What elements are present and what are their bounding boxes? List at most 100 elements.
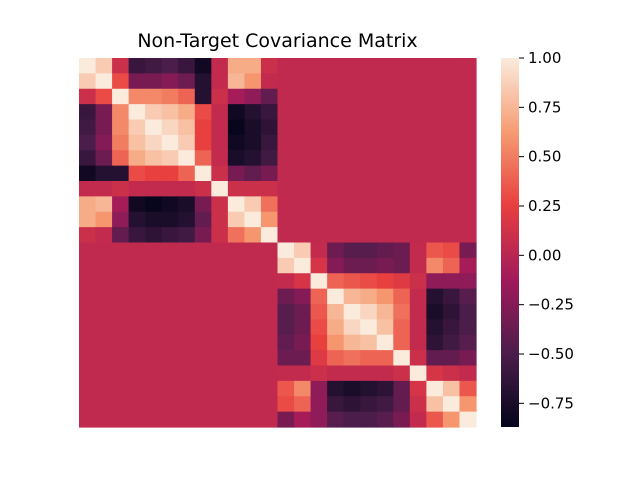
heatmap-cell xyxy=(360,288,378,305)
heatmap-cell xyxy=(112,211,130,228)
heatmap-cell xyxy=(409,134,427,151)
heatmap-cell xyxy=(393,304,411,320)
heatmap-cell xyxy=(128,181,146,197)
heatmap-cell xyxy=(442,73,461,90)
heatmap-cell xyxy=(277,334,295,351)
heatmap-cell xyxy=(244,242,262,259)
heatmap-cell xyxy=(128,119,146,136)
heatmap-cell xyxy=(211,196,229,213)
heatmap-cell xyxy=(310,242,328,259)
heatmap-cell xyxy=(459,396,477,413)
heatmap-cell xyxy=(327,365,345,382)
heatmap-cell xyxy=(409,365,427,382)
heatmap-cell xyxy=(409,181,427,197)
heatmap-cell xyxy=(294,350,312,367)
heatmap-cell xyxy=(327,334,345,351)
heatmap-cell xyxy=(145,88,163,105)
heatmap-cell xyxy=(327,319,345,336)
heatmap-cell xyxy=(178,319,196,336)
heatmap-cell xyxy=(178,288,196,305)
heatmap-cell xyxy=(161,211,179,228)
heatmap-cell xyxy=(95,350,113,367)
heatmap-cell xyxy=(161,380,179,397)
heatmap-cell xyxy=(459,227,477,244)
heatmap-cell xyxy=(393,411,411,428)
heatmap-cell xyxy=(310,304,328,320)
heatmap-cell xyxy=(294,304,312,320)
heatmap-cell xyxy=(112,88,130,105)
heatmap-cell xyxy=(260,242,279,259)
heatmap-cell xyxy=(459,273,477,290)
heatmap-cell xyxy=(161,288,179,305)
heatmap-cell xyxy=(343,380,361,397)
heatmap-cell xyxy=(260,380,279,397)
heatmap-cell xyxy=(360,380,378,397)
heatmap-cell xyxy=(459,350,477,367)
heatmap-cell xyxy=(426,334,444,351)
heatmap-cell xyxy=(459,119,477,136)
heatmap-cell xyxy=(112,134,130,151)
heatmap-cell xyxy=(95,242,113,259)
heatmap-cell xyxy=(260,227,279,244)
heatmap-cell xyxy=(145,73,163,90)
heatmap-cell xyxy=(194,304,212,320)
heatmap-cell xyxy=(393,319,411,336)
heatmap-cell xyxy=(227,288,246,305)
heatmap-cell xyxy=(277,227,295,244)
heatmap-cell xyxy=(244,273,262,290)
heatmap-cell xyxy=(459,58,477,74)
heatmap-cell xyxy=(211,396,229,413)
heatmap-cell xyxy=(194,380,212,397)
heatmap-cell xyxy=(112,288,130,305)
heatmap-cell xyxy=(393,165,411,182)
heatmap-cell xyxy=(393,181,411,197)
heatmap-cell xyxy=(79,181,97,197)
heatmap-cell xyxy=(145,304,163,320)
heatmap-cell xyxy=(442,104,461,121)
heatmap-cell xyxy=(128,104,146,121)
heatmap-cell xyxy=(79,411,97,428)
heatmap-cell xyxy=(442,165,461,182)
heatmap-cell xyxy=(194,134,212,151)
heatmap-cell xyxy=(194,88,212,105)
heatmap-cell xyxy=(211,334,229,351)
heatmap-cell xyxy=(360,304,378,320)
heatmap-cell xyxy=(360,104,378,121)
heatmap-cell xyxy=(128,396,146,413)
heatmap-cell xyxy=(211,211,229,228)
heatmap-cell xyxy=(128,58,146,74)
heatmap-cell xyxy=(409,104,427,121)
heatmap-cell xyxy=(128,165,146,182)
heatmap-cell xyxy=(79,88,97,105)
colorbar-tick-label: 0.75 xyxy=(528,98,561,116)
heatmap-cell xyxy=(79,334,97,351)
heatmap-cell xyxy=(112,119,130,136)
heatmap-cell xyxy=(227,165,246,182)
heatmap-cell xyxy=(393,58,411,74)
heatmap-cell xyxy=(376,73,394,90)
heatmap-cell xyxy=(310,150,328,167)
heatmap-cell xyxy=(211,350,229,367)
heatmap-cell xyxy=(442,350,461,367)
heatmap-cell xyxy=(260,119,279,136)
heatmap-cell xyxy=(426,304,444,320)
heatmap-cell xyxy=(360,273,378,290)
heatmap-cell xyxy=(79,396,97,413)
heatmap-cell xyxy=(442,304,461,320)
heatmap-cell xyxy=(459,411,477,428)
heatmap-cell xyxy=(393,350,411,367)
heatmap-cell xyxy=(145,411,163,428)
heatmap-cell xyxy=(161,134,179,151)
heatmap-cell xyxy=(227,304,246,320)
heatmap-cell xyxy=(376,150,394,167)
heatmap-cell xyxy=(161,150,179,167)
heatmap-cell xyxy=(79,73,97,90)
heatmap-cell xyxy=(327,134,345,151)
heatmap-cell xyxy=(393,396,411,413)
heatmap-cell xyxy=(376,242,394,259)
heatmap-cell xyxy=(442,334,461,351)
heatmap-cell xyxy=(277,211,295,228)
heatmap-cell xyxy=(112,150,130,167)
heatmap-cell xyxy=(393,380,411,397)
heatmap-cell xyxy=(178,88,196,105)
